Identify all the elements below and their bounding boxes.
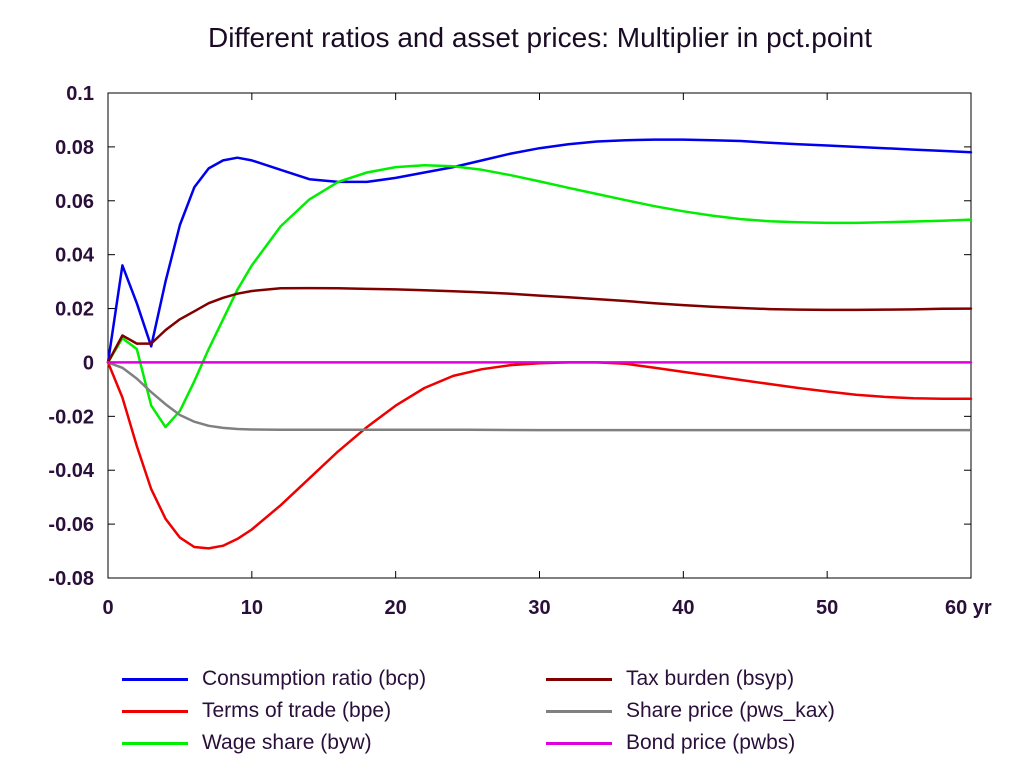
legend-label-wage-share: Wage share (byw): [202, 731, 372, 754]
legend-swatch-tax-burden: [546, 677, 612, 681]
y-tick-label: -0.06: [48, 514, 94, 536]
chart-title: Different ratios and asset prices: Multi…: [207, 22, 872, 53]
legend-swatch-terms-of-trade: [122, 709, 188, 713]
x-tick-label: 0: [102, 597, 113, 619]
legend-label-bond-price: Bond price (pwbs): [626, 731, 796, 754]
y-axis: -0.08 -0.06 -0.04 -0.02 0 0.02 0.04 0.06 0.08 0.1: [48, 83, 971, 590]
legend-item-wage-share: Wage share (byw): [122, 728, 372, 758]
legend-swatch-wage-share: [122, 741, 188, 745]
legend-item-tax-burden: Tax burden (bsyp): [546, 664, 794, 694]
legend-item-bond-price: Bond price (pwbs): [546, 728, 795, 758]
legend-swatch-bond-price: [546, 741, 612, 745]
y-tick-label: 0.08: [55, 137, 94, 159]
y-tick-label: 0.04: [55, 245, 95, 267]
legend-label-consumption-ratio: Consumption ratio (bcp): [202, 667, 427, 690]
legend-label-tax-burden: Tax burden (bsyp): [626, 667, 795, 690]
y-tick-label: 0: [83, 352, 94, 374]
series-layer: [106, 138, 973, 550]
x-tick-label: 30: [528, 597, 550, 619]
x-axis: 0 10 20 30 40 50 60 yr: [102, 93, 992, 619]
x-tick-label: 40: [672, 597, 694, 619]
legend-item-terms-of-trade: Terms of trade (bpe): [122, 696, 391, 726]
line-chart: -0.08 -0.06 -0.04 -0.02 0 0.02 0.04 0.06 0.08 0.1…: [48, 83, 992, 619]
plot-area: [107, 92, 972, 579]
series-line-tax-burden: [106, 286, 973, 364]
x-tick-label: 50: [816, 597, 838, 619]
y-tick-label: -0.02: [48, 406, 94, 428]
legend-item-consumption-ratio: Consumption ratio (bcp): [122, 664, 426, 694]
series-line-terms-of-trade: [106, 361, 973, 550]
x-tick-label: 20: [385, 597, 407, 619]
legend-label-share-price: Share price (pws_kax): [626, 699, 835, 722]
legend-label-terms-of-trade: Terms of trade (bpe): [202, 699, 392, 722]
y-tick-label: 0.06: [55, 191, 94, 213]
y-tick-label: 0.1: [66, 83, 94, 105]
x-tick-label: 10: [241, 597, 263, 619]
legend-swatch-consumption-ratio: [122, 677, 188, 681]
y-tick-label: -0.08: [48, 568, 94, 590]
series-line-consumption-ratio: [106, 138, 973, 364]
series-line-wage-share: [106, 163, 973, 429]
x-tick-label: 60 yr: [945, 597, 992, 619]
series-line-share-price: [106, 361, 973, 432]
legend-item-share-price: Share price (pws_kax): [546, 696, 835, 726]
y-tick-label: 0.02: [55, 299, 94, 321]
legend-swatch-share-price: [546, 709, 612, 713]
legend: Consumption ratio (bcp) Terms of trade (…: [0, 662, 1024, 772]
y-tick-label: -0.04: [48, 460, 94, 482]
